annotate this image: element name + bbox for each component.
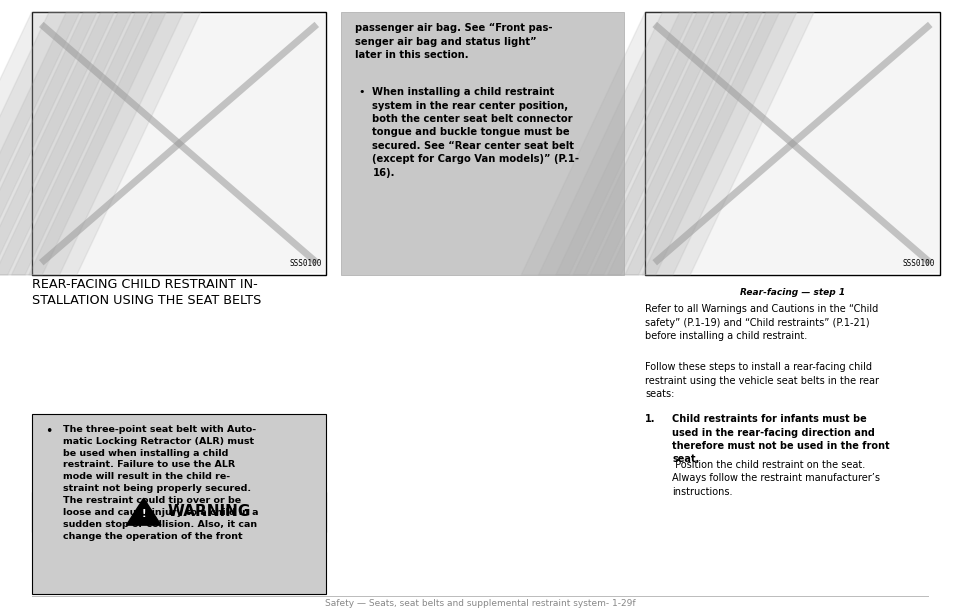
FancyBboxPatch shape	[341, 12, 624, 275]
FancyBboxPatch shape	[32, 12, 326, 275]
Text: SSS0100: SSS0100	[902, 258, 935, 268]
FancyBboxPatch shape	[32, 414, 326, 594]
Polygon shape	[539, 12, 710, 275]
Text: Rear-facing — step 1: Rear-facing — step 1	[740, 288, 845, 298]
Polygon shape	[608, 12, 780, 275]
Polygon shape	[29, 12, 201, 275]
Text: Safety — Seats, seat belts and supplemental restraint system- 1-29f: Safety — Seats, seat belts and supplemen…	[324, 599, 636, 608]
Polygon shape	[521, 12, 693, 275]
Polygon shape	[556, 12, 728, 275]
Text: !: !	[141, 509, 146, 519]
Polygon shape	[642, 12, 814, 275]
Polygon shape	[625, 12, 797, 275]
Polygon shape	[0, 12, 80, 275]
Polygon shape	[0, 12, 149, 275]
Text: •: •	[45, 425, 53, 437]
Text: Follow these steps to install a rear-facing child
restraint using the vehicle se: Follow these steps to install a rear-fac…	[645, 362, 879, 399]
Polygon shape	[0, 12, 114, 275]
FancyBboxPatch shape	[645, 12, 940, 275]
Polygon shape	[573, 12, 745, 275]
Text: •: •	[359, 87, 365, 97]
Text: Child restraints for infants must be
used in the rear-facing direction and
there: Child restraints for infants must be use…	[672, 414, 890, 464]
Text: passenger air bag. See “Front pas-
senger air bag and status light”
later in thi: passenger air bag. See “Front pas- senge…	[355, 23, 553, 60]
Polygon shape	[0, 12, 132, 275]
FancyBboxPatch shape	[32, 492, 326, 532]
Text: WARNING: WARNING	[168, 504, 252, 519]
Polygon shape	[0, 12, 97, 275]
Text: 1.: 1.	[645, 414, 656, 424]
Text: When installing a child restraint
system in the rear center position,
both the c: When installing a child restraint system…	[372, 87, 580, 178]
Text: Position the child restraint on the seat.
Always follow the restraint manufactur: Position the child restraint on the seat…	[672, 460, 880, 497]
Polygon shape	[12, 12, 183, 275]
Text: The three-point seat belt with Auto-
matic Locking Retractor (ALR) must
be used : The three-point seat belt with Auto- mat…	[63, 425, 259, 541]
Polygon shape	[0, 12, 166, 275]
Text: SSS0100: SSS0100	[289, 258, 322, 268]
Text: REAR-FACING CHILD RESTRAINT IN-
STALLATION USING THE SEAT BELTS: REAR-FACING CHILD RESTRAINT IN- STALLATI…	[32, 278, 261, 307]
Polygon shape	[590, 12, 762, 275]
Text: Refer to all Warnings and Cautions in the “Child
safety” (P.1-19) and “Child res: Refer to all Warnings and Cautions in th…	[645, 304, 878, 341]
Polygon shape	[127, 499, 161, 525]
